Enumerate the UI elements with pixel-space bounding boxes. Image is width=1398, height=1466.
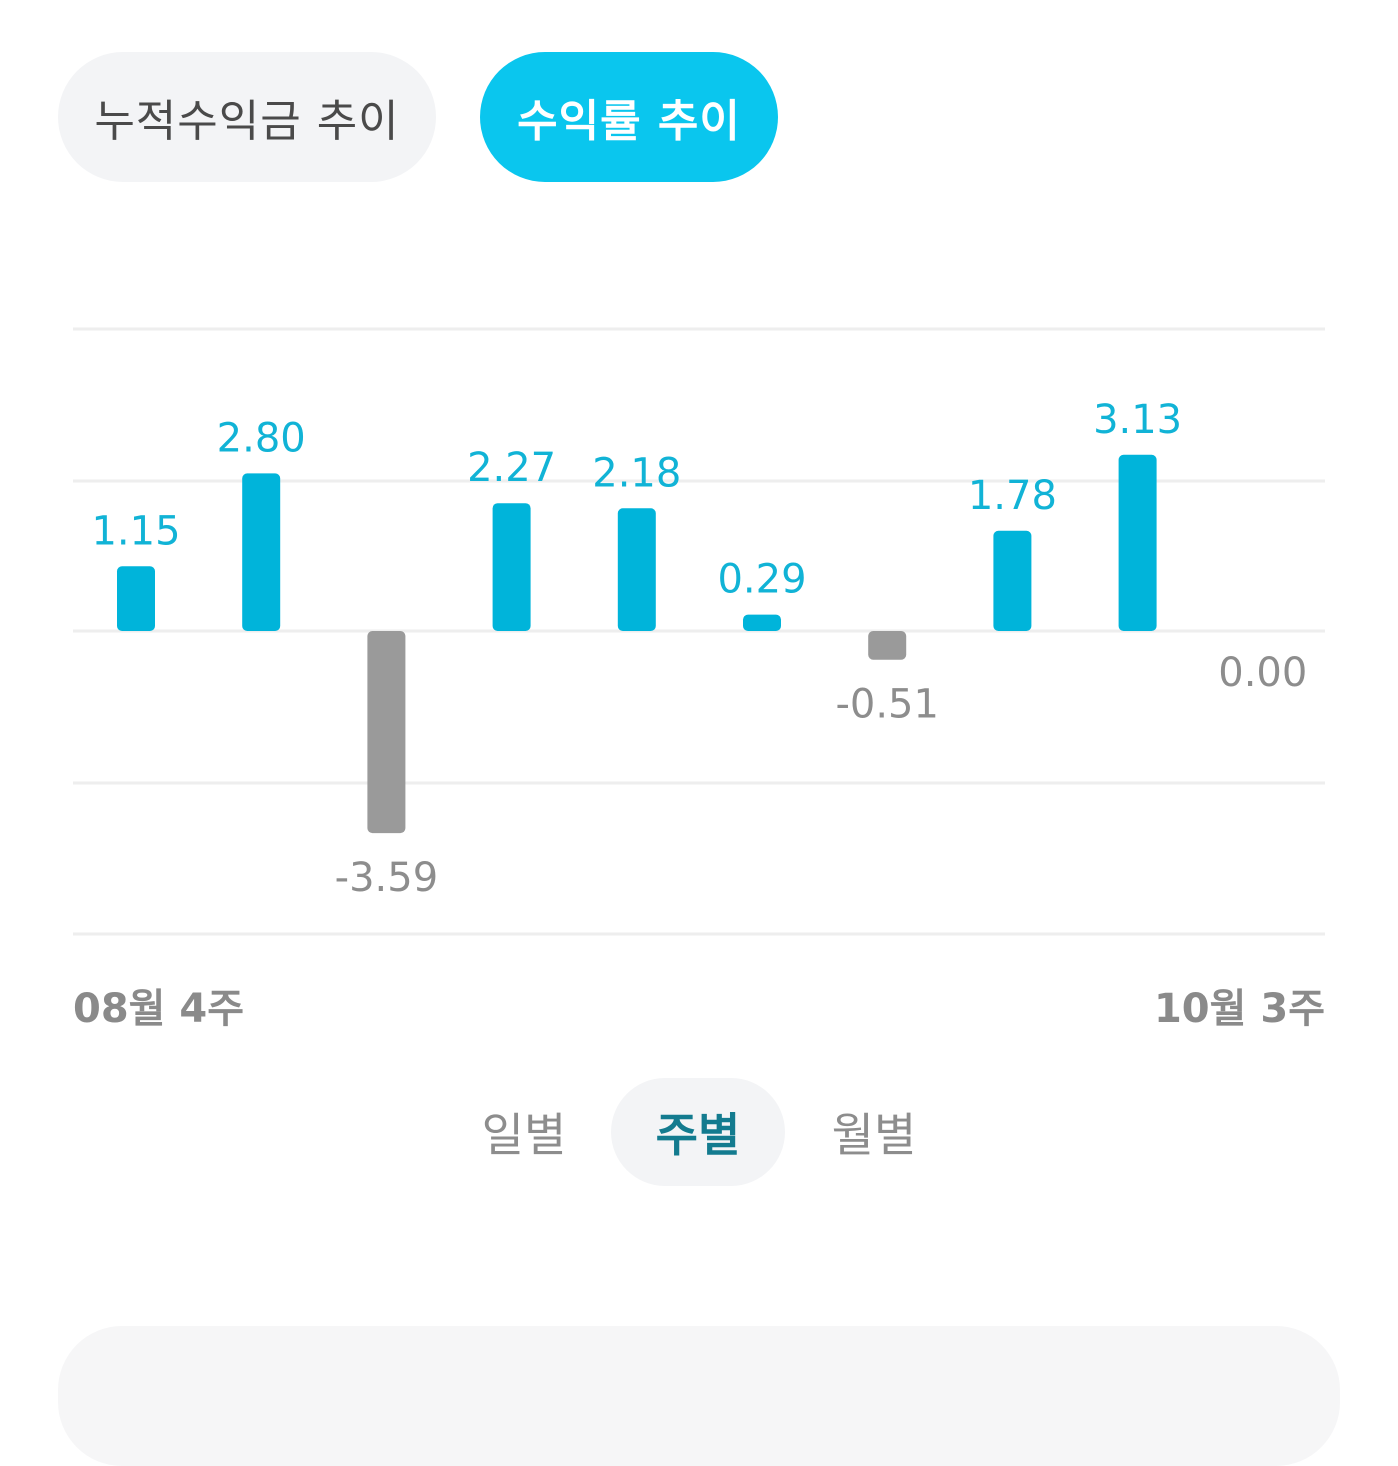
data-label: 2.18 bbox=[592, 450, 681, 496]
bar bbox=[367, 631, 406, 834]
data-label: 0.29 bbox=[717, 557, 806, 603]
data-label: 1.15 bbox=[91, 508, 180, 554]
bar bbox=[868, 631, 907, 660]
period-weekly-option[interactable]: 주별 bbox=[611, 1078, 785, 1186]
range-end-label: 10월 3주 bbox=[1153, 986, 1325, 1032]
bar bbox=[242, 473, 281, 631]
data-label: 3.13 bbox=[1093, 397, 1182, 443]
bar bbox=[993, 530, 1032, 631]
bar bbox=[1118, 454, 1157, 631]
range-start-label: 08월 4주 bbox=[73, 986, 245, 1032]
bar bbox=[117, 566, 155, 631]
bar bbox=[743, 614, 781, 631]
data-label: 0.00 bbox=[1218, 650, 1307, 696]
tab-return-rate-trend[interactable]: 수익률 추이 bbox=[480, 52, 778, 182]
data-label: 2.80 bbox=[217, 415, 306, 461]
period-monthly-option[interactable]: 월별 bbox=[831, 1108, 917, 1162]
period-daily-option[interactable]: 일별 bbox=[481, 1108, 567, 1162]
data-label: -0.51 bbox=[835, 682, 939, 728]
bar bbox=[617, 508, 656, 631]
bar bbox=[492, 503, 531, 631]
bottom-summary-card bbox=[58, 1326, 1340, 1466]
data-label: 1.78 bbox=[968, 473, 1057, 519]
data-label: 2.27 bbox=[467, 445, 556, 491]
tab-cumulative-profit-trend[interactable]: 누적수익금 추이 bbox=[58, 52, 436, 182]
return-rate-bar-chart: 1.15 2.80 -3.59 2.27 2.18 0.29 -0.51 1.78 3.13 0.… bbox=[73, 327, 1325, 936]
data-label: -3.59 bbox=[335, 855, 439, 901]
